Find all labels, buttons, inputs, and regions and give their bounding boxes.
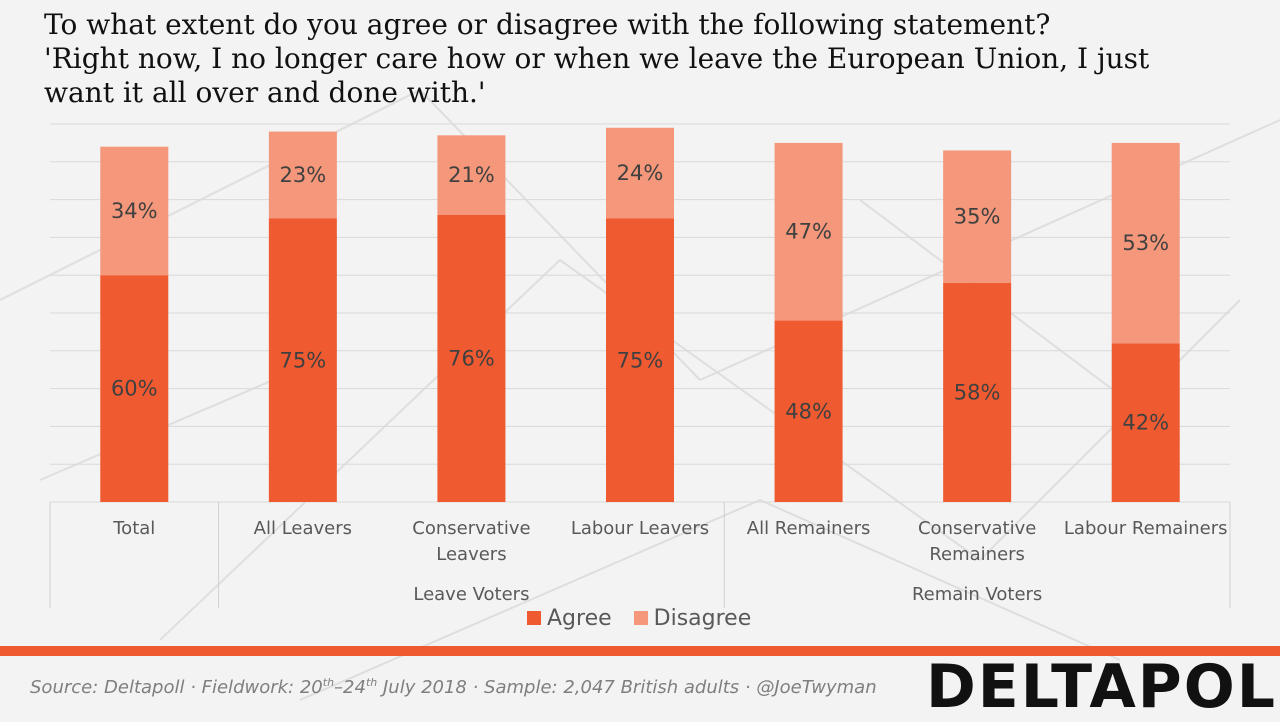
bar-agree xyxy=(943,282,1012,502)
data-label-disagree: 35% xyxy=(954,205,1001,229)
title-line-3: want it all over and done with.' xyxy=(44,76,486,109)
bar-disagree xyxy=(437,135,506,215)
source-sup-2: th xyxy=(365,676,378,689)
data-label-disagree: 21% xyxy=(448,163,495,187)
chart-legend: Agree Disagree xyxy=(527,604,751,632)
bar-agree xyxy=(1111,343,1180,502)
deltapoll-logo: DELTAPOLL xyxy=(926,652,1280,722)
data-label-disagree: 47% xyxy=(785,220,832,244)
bar-disagree xyxy=(100,146,169,276)
data-label-agree: 42% xyxy=(1122,411,1169,435)
bar-agree xyxy=(606,218,674,502)
group-label: Leave Voters xyxy=(413,584,529,605)
bar-agree xyxy=(268,218,337,502)
source-note: Source: Deltapoll · Fieldwork: 20th–24th… xyxy=(30,676,877,698)
title-line-1: To what extent do you agree or disagree … xyxy=(44,8,1051,41)
category-label: Conservative xyxy=(412,518,530,539)
data-label-disagree: 53% xyxy=(1122,231,1169,255)
category-label: All Leavers xyxy=(254,518,352,539)
source-sup-1: th xyxy=(322,676,335,689)
data-label-agree: 75% xyxy=(617,348,664,372)
source-mid: –24 xyxy=(334,677,366,698)
data-label-agree: 58% xyxy=(954,380,1001,404)
legend-item-disagree: Disagree xyxy=(633,605,752,631)
data-label-disagree: 34% xyxy=(111,199,158,223)
legend-swatch-agree xyxy=(527,611,541,625)
category-label: Leavers xyxy=(436,544,506,565)
legend-label-disagree: Disagree xyxy=(653,605,752,631)
category-label: Labour Remainers xyxy=(1064,518,1228,539)
data-label-disagree: 23% xyxy=(280,163,327,187)
data-label-agree: 76% xyxy=(448,346,495,370)
bar-disagree xyxy=(943,150,1012,283)
chart-title: To what extent do you agree or disagree … xyxy=(44,8,1254,110)
data-label-agree: 60% xyxy=(111,377,158,401)
category-label: Labour Leavers xyxy=(571,518,709,539)
category-label: Total xyxy=(112,518,155,539)
bar-disagree xyxy=(268,131,337,219)
bar-agree xyxy=(100,275,169,502)
source-suffix: July 2018 · Sample: 2,047 British adults… xyxy=(377,677,877,698)
bar-disagree xyxy=(1111,142,1180,344)
category-label: Remainers xyxy=(929,544,1025,565)
footer-divider xyxy=(0,646,1280,656)
group-label: Remain Voters xyxy=(912,584,1042,605)
legend-item-agree: Agree xyxy=(527,606,612,631)
source-prefix: Source: Deltapoll · Fieldwork: 20 xyxy=(30,677,323,698)
legend-swatch-disagree xyxy=(633,611,648,625)
bar-disagree xyxy=(774,142,843,321)
data-label-agree: 48% xyxy=(785,399,832,423)
bar-disagree xyxy=(606,127,674,219)
bar-agree xyxy=(437,214,506,502)
bar-agree xyxy=(774,320,843,502)
category-label: All Remainers xyxy=(747,518,871,539)
data-label-agree: 75% xyxy=(280,348,327,372)
legend-label-agree: Agree xyxy=(547,605,612,631)
data-label-disagree: 24% xyxy=(617,161,664,185)
category-label: Conservative xyxy=(918,518,1036,539)
title-line-2: 'Right now, I no longer care how or when… xyxy=(44,42,1150,75)
